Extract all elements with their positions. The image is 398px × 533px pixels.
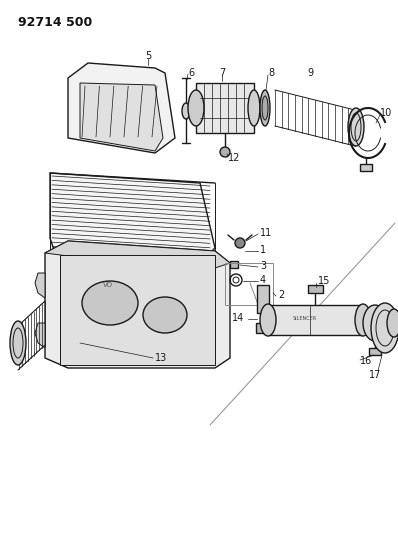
Bar	[225, 263, 273, 305]
Text: 8: 8	[268, 68, 274, 78]
Ellipse shape	[10, 321, 26, 365]
Ellipse shape	[182, 103, 190, 119]
Polygon shape	[50, 173, 215, 263]
Bar	[196, 83, 254, 133]
Text: 12: 12	[228, 153, 240, 163]
Polygon shape	[80, 83, 163, 151]
Text: 10: 10	[380, 108, 392, 118]
Bar	[369, 348, 381, 355]
Bar	[230, 261, 238, 268]
Text: 14: 14	[232, 313, 244, 323]
Text: 5: 5	[145, 51, 151, 61]
Text: VO: VO	[103, 282, 113, 288]
Bar	[257, 285, 269, 313]
Ellipse shape	[355, 304, 371, 336]
Text: 2: 2	[278, 290, 284, 300]
Text: 3: 3	[260, 261, 266, 271]
Ellipse shape	[260, 90, 270, 126]
Ellipse shape	[143, 297, 187, 333]
Polygon shape	[45, 241, 230, 268]
Text: 11: 11	[260, 228, 272, 238]
Ellipse shape	[248, 90, 260, 126]
Ellipse shape	[82, 281, 138, 325]
Polygon shape	[68, 63, 175, 153]
Text: 16: 16	[360, 356, 372, 366]
Text: SILENCER: SILENCER	[293, 316, 317, 320]
Polygon shape	[35, 273, 45, 298]
Ellipse shape	[262, 96, 268, 120]
Bar	[256, 323, 271, 333]
Bar	[308, 285, 323, 293]
Text: 15: 15	[318, 276, 330, 286]
Ellipse shape	[387, 309, 398, 337]
Circle shape	[235, 238, 245, 248]
Bar	[60, 255, 215, 365]
Polygon shape	[35, 323, 45, 348]
Text: 7: 7	[219, 68, 225, 78]
Bar	[360, 164, 372, 171]
Text: 13: 13	[155, 353, 167, 363]
Ellipse shape	[363, 305, 387, 341]
Ellipse shape	[188, 90, 204, 126]
Circle shape	[220, 147, 230, 157]
Polygon shape	[45, 241, 230, 368]
Text: 92714 500: 92714 500	[18, 17, 92, 29]
Ellipse shape	[348, 108, 364, 146]
Text: 17: 17	[369, 370, 381, 380]
Text: 6: 6	[188, 68, 194, 78]
Text: 4: 4	[260, 275, 266, 285]
Text: 9: 9	[307, 68, 313, 78]
Bar	[268, 305, 363, 335]
Ellipse shape	[371, 303, 398, 353]
Text: 1: 1	[260, 245, 266, 255]
Ellipse shape	[260, 304, 276, 336]
